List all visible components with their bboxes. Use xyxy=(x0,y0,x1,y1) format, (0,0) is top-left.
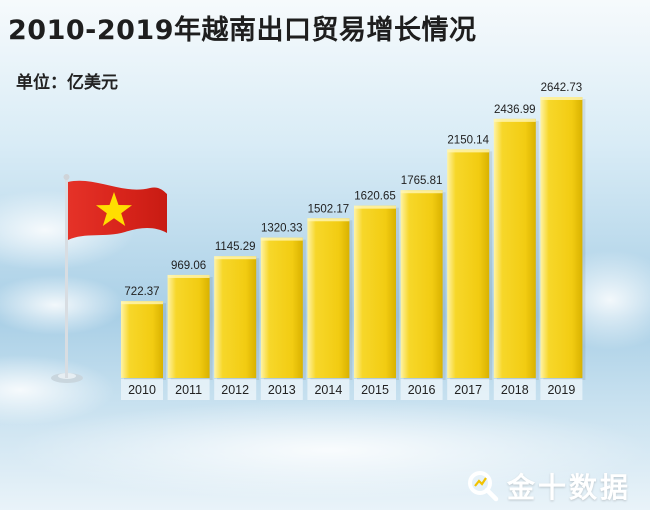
value-label: 1320.33 xyxy=(261,223,303,235)
value-label: 2642.73 xyxy=(541,82,583,94)
value-label: 2436.99 xyxy=(494,104,536,116)
x-tick-label: 2014 xyxy=(314,383,342,397)
value-label: 1620.65 xyxy=(354,191,396,203)
value-label: 722.37 xyxy=(124,286,159,298)
year-label-background xyxy=(214,379,257,400)
brand-logo: 金十数据 xyxy=(466,466,631,506)
year-label-background xyxy=(121,379,163,400)
year-label-background xyxy=(493,379,536,400)
bar-top-highlight xyxy=(260,237,303,241)
bar-2019 xyxy=(540,97,583,378)
x-tick-label: 2015 xyxy=(361,383,389,397)
bar-top-highlight xyxy=(447,149,490,153)
bar-2018 xyxy=(493,118,536,378)
bar-top-highlight xyxy=(400,190,443,194)
x-tick-label: 2011 xyxy=(175,383,202,397)
bar-top-highlight xyxy=(540,97,583,100)
bar-2015 xyxy=(354,205,396,378)
bar-top-highlight xyxy=(493,118,536,122)
bar-2012 xyxy=(214,256,257,378)
bar-2013 xyxy=(260,237,303,378)
vietnam-flag-icon xyxy=(51,174,167,383)
bar-top-highlight xyxy=(167,274,210,278)
bar-top-highlight xyxy=(307,218,350,222)
x-tick-label: 2017 xyxy=(454,383,482,397)
year-label-background xyxy=(260,379,303,400)
year-label-background xyxy=(307,379,350,400)
year-label-background xyxy=(400,379,443,400)
bar-2011 xyxy=(167,274,210,378)
value-label: 1145.29 xyxy=(215,241,256,253)
bar-top-highlight xyxy=(354,205,396,209)
bar-top-highlight xyxy=(214,256,257,260)
bar-2016 xyxy=(400,190,443,378)
bar-top-highlight xyxy=(121,301,163,305)
x-tick-label: 2013 xyxy=(268,383,296,397)
chart-title: 2010-2019年越南出口贸易增长情况 xyxy=(8,15,477,46)
value-label: 1765.81 xyxy=(401,175,443,187)
x-tick-label: 2016 xyxy=(408,383,436,397)
x-tick-label: 2018 xyxy=(501,383,529,397)
year-label-background xyxy=(354,379,396,400)
value-label: 969.06 xyxy=(171,260,206,272)
x-tick-label: 2010 xyxy=(128,383,156,397)
bar-2017 xyxy=(447,149,490,378)
magnifier-logo-icon xyxy=(468,471,499,502)
unit-label: 单位：亿美元 xyxy=(16,73,118,93)
value-label: 1502.17 xyxy=(308,203,350,215)
value-label: 2150.14 xyxy=(447,134,489,146)
x-tick-label: 2019 xyxy=(547,383,575,397)
bar-2014 xyxy=(307,218,350,378)
logo-text: 金十数据 xyxy=(507,471,632,504)
bar-2010 xyxy=(121,301,163,378)
year-label-background xyxy=(167,379,210,400)
x-tick-label: 2012 xyxy=(221,383,249,397)
year-label-background xyxy=(540,379,583,400)
year-label-background xyxy=(447,379,490,400)
bars-group: 722.37 2010 969.06 2011 1145.29 2012 1320.33 20… xyxy=(121,82,586,400)
